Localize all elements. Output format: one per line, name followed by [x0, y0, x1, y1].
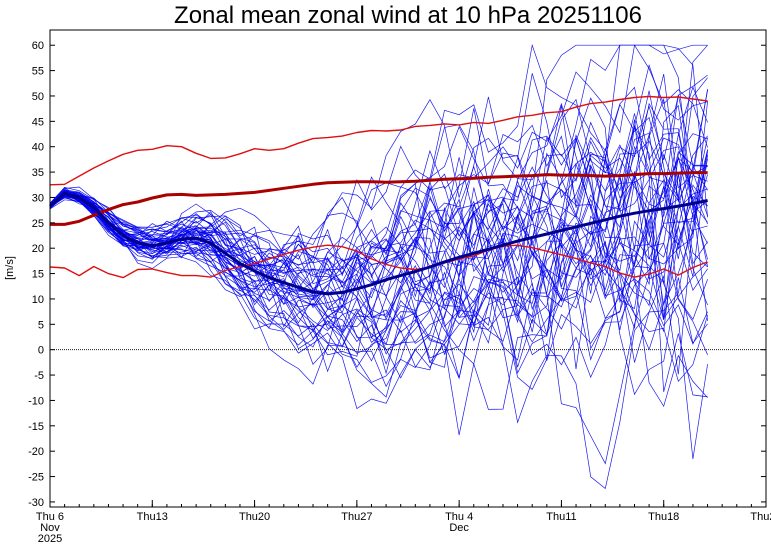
y-axis: 605550454035302520151050-5-10-15-20-25-3…: [28, 40, 766, 509]
x-tick-label: 2025: [38, 533, 62, 545]
ensemble-member-line: [49, 104, 708, 378]
ensemble-member-line: [49, 102, 708, 295]
x-tick-label: Thu 6: [36, 511, 64, 523]
x-tick-label: Nov: [40, 522, 60, 534]
ensemble-member-line: [49, 165, 708, 388]
ensemble-member-line: [49, 44, 708, 283]
y-tick-label: -25: [28, 472, 44, 484]
climatology-max-line: [49, 95, 708, 186]
x-tick-label: Thu20: [239, 511, 270, 523]
ensemble-mean-line: [49, 191, 708, 296]
ensemble-member-line: [49, 96, 708, 321]
y-tick-label: 60: [32, 40, 44, 52]
ensemble-member-line: [49, 156, 708, 410]
climatology-mean-line: [50, 171, 708, 226]
y-tick-label: 30: [32, 192, 44, 204]
ensemble-member-line: [49, 97, 708, 357]
ensemble-member-line: [49, 191, 708, 365]
ensemble-member-line: [49, 98, 708, 334]
ensemble-member-line: [49, 149, 708, 490]
y-tick-label: 25: [32, 218, 44, 230]
highlighted-series: [49, 95, 708, 296]
y-tick-label: 5: [38, 319, 44, 331]
y-axis-label: [m/s]: [4, 256, 16, 280]
x-tick-label: Thu18: [648, 511, 679, 523]
ensemble-member-line: [49, 137, 708, 293]
y-tick-label: -20: [28, 446, 44, 458]
y-tick-label: 40: [32, 142, 44, 154]
y-tick-label: 55: [32, 66, 44, 78]
x-tick-label: Thu27: [341, 511, 372, 523]
ensemble-member-line: [49, 89, 708, 379]
climatology-min-line: [49, 244, 708, 279]
y-tick-label: 50: [32, 91, 44, 103]
x-tick-label: Dec: [449, 522, 469, 534]
y-tick-label: -30: [28, 497, 44, 509]
ensemble-member-line: [49, 126, 708, 385]
y-tick-label: -10: [28, 395, 44, 407]
ensemble-member-line: [49, 162, 708, 383]
ensemble-member-line: [49, 165, 708, 363]
plot-frame: [49, 29, 767, 508]
x-tick-label: Thu11: [546, 511, 576, 523]
y-tick-label: 10: [32, 294, 44, 306]
ensemble-member-line: [49, 151, 708, 340]
ensemble-member-line: [49, 101, 708, 410]
ensemble-member-line: [49, 157, 708, 368]
ensemble-member-line: [49, 132, 708, 336]
y-tick-label: -15: [28, 421, 44, 433]
ensemble-member-line: [49, 145, 708, 324]
ensemble-member-line: [49, 77, 708, 309]
x-tick-label: Thu25: [750, 511, 771, 523]
ensemble-members: [49, 43, 708, 490]
y-tick-label: 15: [32, 269, 44, 281]
y-tick-label: 35: [32, 167, 44, 179]
y-tick-label: 20: [32, 243, 44, 255]
y-tick-label: -5: [34, 370, 44, 382]
x-tick-label: Thu 4: [445, 511, 473, 523]
y-tick-label: 45: [32, 116, 44, 128]
chart-title: Zonal mean zonal wind at 10 hPa 20251106: [174, 2, 642, 29]
x-tick-label: Thu13: [137, 511, 168, 523]
ensemble-member-line: [49, 135, 708, 319]
y-tick-label: 0: [38, 345, 44, 357]
